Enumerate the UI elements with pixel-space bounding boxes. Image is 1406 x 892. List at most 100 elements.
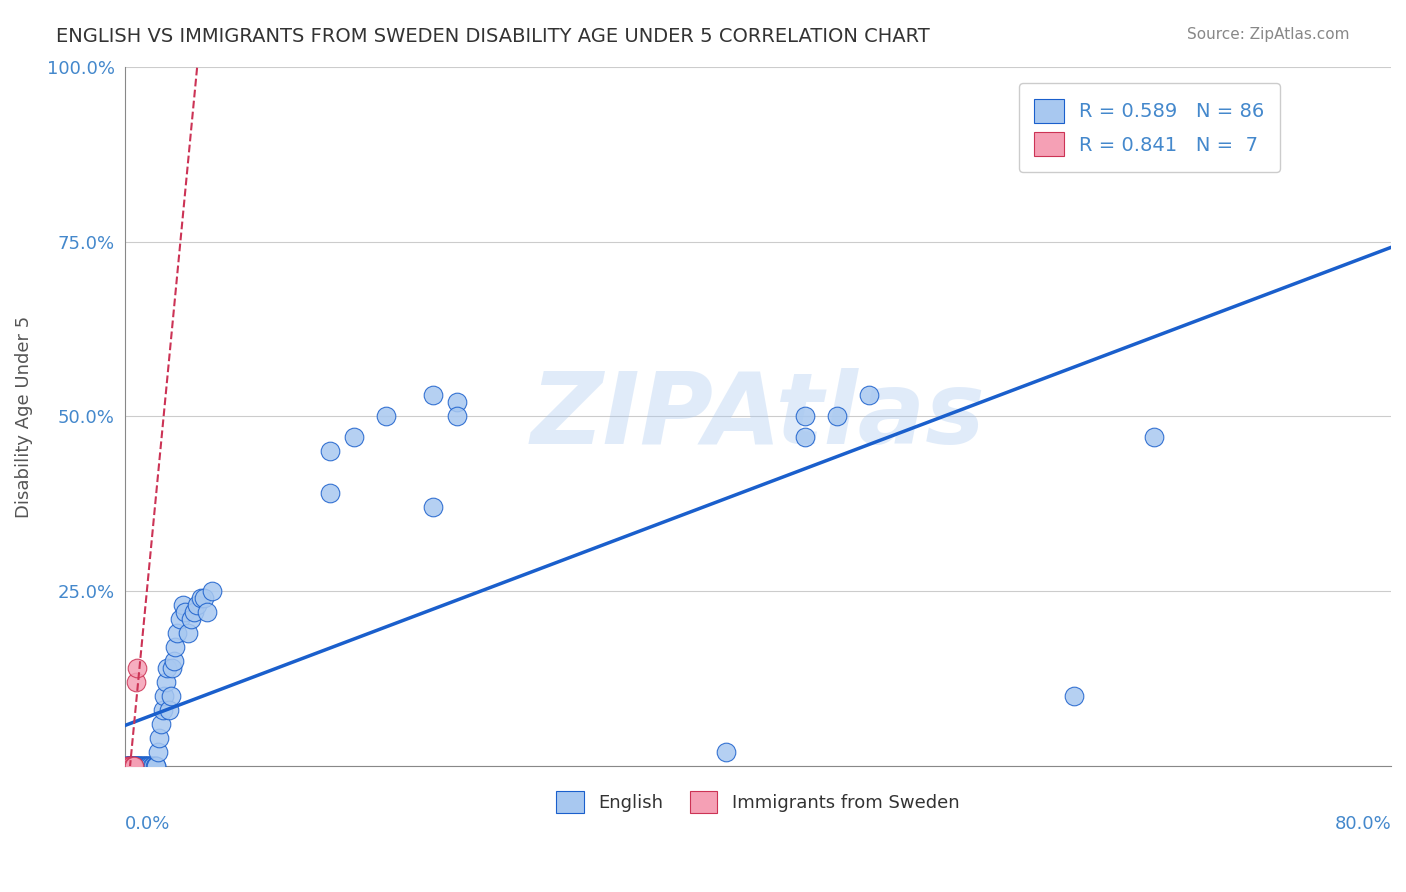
- Point: [121, 759, 143, 773]
- Point: [152, 703, 174, 717]
- Point: [129, 759, 152, 773]
- Point: [319, 444, 342, 458]
- Point: [118, 759, 141, 773]
- Point: [165, 640, 187, 655]
- Text: Source: ZipAtlas.com: Source: ZipAtlas.com: [1187, 27, 1350, 42]
- Point: [132, 759, 155, 773]
- Point: [135, 759, 157, 773]
- Point: [117, 759, 139, 773]
- Point: [173, 606, 195, 620]
- Point: [138, 759, 160, 773]
- Point: [129, 759, 152, 773]
- Point: [118, 759, 141, 773]
- Point: [446, 395, 468, 409]
- Point: [121, 759, 143, 773]
- Point: [142, 759, 165, 773]
- Point: [422, 388, 444, 402]
- Text: ENGLISH VS IMMIGRANTS FROM SWEDEN DISABILITY AGE UNDER 5 CORRELATION CHART: ENGLISH VS IMMIGRANTS FROM SWEDEN DISABI…: [56, 27, 929, 45]
- Point: [1063, 690, 1085, 704]
- Point: [118, 759, 141, 773]
- Point: [127, 759, 149, 773]
- Point: [122, 759, 145, 773]
- Point: [138, 759, 160, 773]
- Point: [794, 430, 817, 444]
- Point: [127, 759, 149, 773]
- Point: [115, 759, 138, 773]
- Point: [169, 612, 191, 626]
- Point: [139, 759, 162, 773]
- Point: [121, 759, 143, 773]
- Point: [141, 759, 163, 773]
- Point: [201, 584, 224, 599]
- Point: [127, 661, 149, 675]
- Point: [145, 759, 167, 773]
- Point: [180, 612, 202, 626]
- Point: [120, 759, 142, 773]
- Point: [172, 599, 194, 613]
- Point: [121, 759, 143, 773]
- Point: [117, 759, 139, 773]
- Point: [115, 759, 138, 773]
- Point: [148, 731, 170, 746]
- Legend: English, Immigrants from Sweden: English, Immigrants from Sweden: [541, 776, 973, 827]
- Point: [1142, 430, 1164, 444]
- Point: [135, 759, 157, 773]
- Point: [120, 759, 142, 773]
- Text: 0.0%: 0.0%: [125, 815, 170, 833]
- Text: 80.0%: 80.0%: [1334, 815, 1391, 833]
- Point: [163, 654, 186, 668]
- Point: [319, 486, 342, 500]
- Point: [122, 759, 145, 773]
- Point: [714, 745, 737, 759]
- Point: [794, 409, 817, 424]
- Point: [143, 759, 166, 773]
- Point: [145, 759, 167, 773]
- Point: [122, 759, 145, 773]
- Point: [118, 759, 141, 773]
- Point: [139, 759, 162, 773]
- Point: [122, 759, 145, 773]
- Point: [134, 759, 156, 773]
- Point: [131, 759, 153, 773]
- Point: [156, 661, 179, 675]
- Point: [157, 703, 180, 717]
- Point: [127, 759, 149, 773]
- Point: [858, 388, 880, 402]
- Point: [125, 675, 148, 690]
- Point: [825, 409, 848, 424]
- Point: [422, 500, 444, 515]
- Point: [118, 759, 141, 773]
- Point: [160, 661, 183, 675]
- Point: [134, 759, 156, 773]
- Point: [155, 675, 177, 690]
- Point: [186, 599, 208, 613]
- Point: [128, 759, 150, 773]
- Point: [125, 759, 148, 773]
- Point: [177, 626, 200, 640]
- Point: [183, 606, 205, 620]
- Y-axis label: Disability Age Under 5: Disability Age Under 5: [15, 316, 32, 517]
- Point: [193, 591, 215, 606]
- Point: [159, 690, 181, 704]
- Point: [117, 759, 139, 773]
- Point: [120, 759, 142, 773]
- Point: [125, 759, 148, 773]
- Point: [343, 430, 366, 444]
- Point: [129, 759, 152, 773]
- Point: [446, 409, 468, 424]
- Point: [132, 759, 155, 773]
- Point: [128, 759, 150, 773]
- Point: [131, 759, 153, 773]
- Text: ZIPAtlas: ZIPAtlas: [530, 368, 986, 465]
- Point: [166, 626, 188, 640]
- Point: [120, 759, 142, 773]
- Point: [125, 759, 148, 773]
- Point: [150, 717, 173, 731]
- Point: [120, 759, 142, 773]
- Point: [195, 606, 218, 620]
- Point: [374, 409, 396, 424]
- Point: [153, 690, 176, 704]
- Point: [146, 745, 169, 759]
- Point: [117, 759, 139, 773]
- Point: [190, 591, 212, 606]
